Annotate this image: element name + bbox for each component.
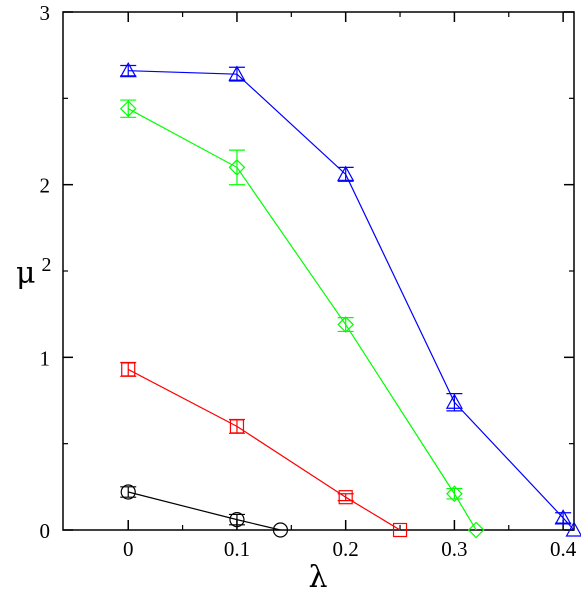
series-green-diamond bbox=[119, 99, 485, 539]
data-point bbox=[229, 512, 245, 528]
y-axis-title: μ 2 bbox=[16, 254, 52, 291]
data-point bbox=[338, 490, 353, 505]
data-point bbox=[337, 165, 355, 181]
data-point bbox=[467, 521, 485, 539]
x-tick-label: 0.4 bbox=[550, 537, 577, 561]
x-tick-label: 0 bbox=[123, 537, 134, 561]
data-point bbox=[229, 419, 245, 434]
data-point bbox=[228, 159, 246, 176]
y-axis-title-superscript: 2 bbox=[42, 254, 52, 276]
y-axis-title-base: μ bbox=[16, 256, 36, 291]
series bbox=[119, 61, 581, 539]
data-point bbox=[228, 65, 246, 81]
series-blue-triangle bbox=[119, 61, 581, 537]
series-line bbox=[128, 491, 281, 531]
series-line bbox=[127, 368, 401, 531]
data-point bbox=[120, 484, 136, 500]
data-point bbox=[121, 362, 136, 377]
x-tick-label: 0.3 bbox=[441, 537, 467, 561]
y-tick-label: 1 bbox=[40, 346, 51, 370]
ticks: 0 0.1 0.2 0.3 0.4 0 1 2 3 bbox=[40, 1, 577, 561]
y-tick-label: 2 bbox=[40, 174, 51, 198]
data-point bbox=[445, 393, 463, 409]
x-tick-label: 0.1 bbox=[224, 537, 250, 561]
y-tick-label: 3 bbox=[40, 1, 51, 25]
data-point bbox=[337, 316, 355, 333]
series-line bbox=[128, 70, 575, 531]
data-point bbox=[392, 522, 408, 538]
data-point bbox=[446, 485, 463, 503]
y-tick-label: 0 bbox=[40, 519, 51, 543]
x-axis-title: λ bbox=[308, 560, 327, 591]
data-point bbox=[554, 509, 572, 525]
data-point bbox=[565, 521, 581, 537]
data-point bbox=[119, 100, 137, 118]
plot-frame bbox=[62, 11, 575, 531]
series-line bbox=[127, 108, 477, 531]
series-black-circle bbox=[120, 484, 289, 538]
data-point bbox=[119, 61, 137, 78]
x-tick-label: 0.2 bbox=[333, 537, 359, 561]
data-point bbox=[272, 522, 289, 538]
series-red-square bbox=[120, 361, 408, 538]
